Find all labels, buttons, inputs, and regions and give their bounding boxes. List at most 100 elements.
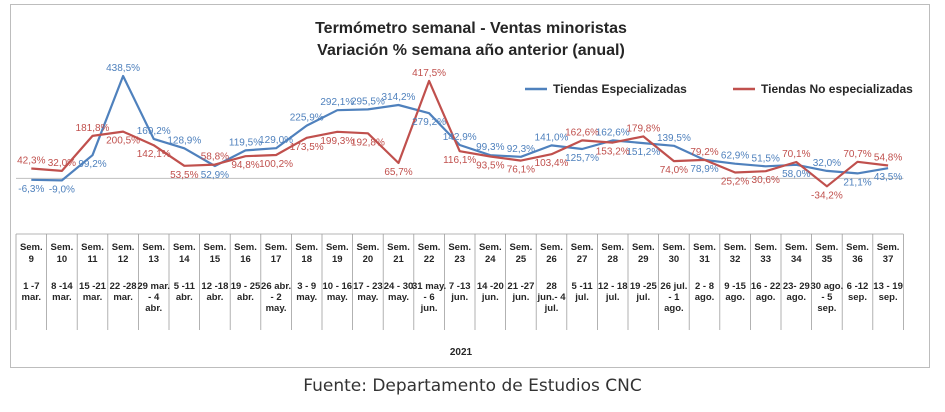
data-label-s2-15: 116,1%: [443, 155, 476, 166]
category-week-9: Sem. 17: [265, 242, 288, 265]
category-week-1: Sem. 9: [20, 242, 43, 265]
category-week-15: Sem. 23: [448, 242, 471, 265]
data-label-s1-10: 225,9%: [290, 113, 324, 124]
category-range-19: 5 -11 jul.: [572, 281, 594, 303]
category-week-8: Sem. 16: [234, 242, 257, 265]
category-range-17: 21 -27 jun.: [507, 281, 534, 303]
category-range-24: 9 -15 ago.: [724, 281, 746, 303]
category-week-28: Sem. 36: [846, 242, 869, 265]
data-label-s1-26: 58,0%: [782, 169, 810, 180]
category-week-24: Sem. 32: [724, 242, 747, 265]
category-week-22: Sem. 30: [663, 242, 686, 265]
data-label-s1-17: 92,3%: [507, 144, 535, 155]
category-range-21: 19 -25 jul.: [630, 281, 658, 303]
data-label-s1-18: 141,0%: [535, 132, 569, 143]
source-note: Fuente: Departamento de Estudios CNC: [303, 376, 642, 396]
category-week-3: Sem. 11: [81, 242, 104, 265]
data-label-s2-24: 25,2%: [721, 176, 749, 187]
data-label-s2-6: 53,5%: [170, 170, 198, 181]
data-label-s2-12: 192,8%: [351, 137, 385, 148]
data-label-s1-20: 162,6%: [596, 127, 630, 138]
category-range-7: 12 -18 abr.: [201, 281, 228, 303]
category-range-15: 7 -13 jun.: [449, 281, 471, 303]
category-week-27: Sem. 35: [816, 242, 839, 265]
category-week-21: Sem. 29: [632, 242, 655, 265]
data-label-s1-22: 139,5%: [657, 133, 691, 144]
data-label-s1-29: 43,5%: [874, 172, 902, 183]
category-week-16: Sem. 24: [479, 242, 502, 265]
data-label-s2-10: 173,5%: [290, 142, 324, 153]
category-week-29: Sem. 37: [877, 242, 900, 265]
data-label-s1-4: 438,5%: [106, 63, 140, 74]
data-label-s2-26: 70,1%: [782, 149, 810, 160]
data-label-s1-15: 142,9%: [443, 132, 477, 143]
data-label-s2-14: 417,5%: [412, 68, 446, 79]
category-range-28: 6 -12 sep.: [847, 281, 869, 303]
category-range-12: 17 - 23 may.: [353, 281, 383, 303]
series-line-2: [31, 79, 889, 188]
data-label-s1-12: 295,5%: [351, 96, 385, 107]
category-week-25: Sem. 33: [754, 242, 777, 265]
category-week-5: Sem. 13: [142, 242, 165, 265]
data-label-s1-21: 151,2%: [626, 147, 660, 158]
category-week-18: Sem. 26: [540, 242, 563, 265]
data-label-s2-9: 100,2%: [259, 159, 293, 170]
chart-title: Termómetro semanal - Ventas minoristas: [315, 20, 627, 37]
category-week-2: Sem. 10: [51, 242, 74, 265]
category-week-23: Sem. 31: [693, 242, 716, 265]
category-range-8: 19 - 25 abr.: [231, 281, 261, 303]
data-label-s2-7: 58,8%: [201, 152, 229, 163]
data-label-s2-19: 162,6%: [565, 127, 599, 138]
category-week-17: Sem. 25: [510, 242, 533, 265]
data-label-s2-20: 153,2%: [596, 147, 630, 158]
data-label-s1-5: 169,2%: [137, 126, 171, 137]
category-range-2: 8 -14 mar.: [51, 281, 73, 303]
data-label-s2-1: 42,3%: [17, 155, 45, 166]
data-labels: -6,3%42,3%-9,0%32,0% 99,2%181,8%438,5%200…: [17, 63, 902, 201]
category-week-19: Sem. 27: [571, 242, 594, 265]
category-range-22: 26 jul. - 1 ago.: [660, 281, 687, 314]
category-week-6: Sem. 14: [173, 242, 196, 265]
data-label-s1-24: 62,9%: [721, 151, 749, 162]
data-label-s2-11: 199,3%: [320, 136, 354, 147]
series-line-1: [31, 74, 889, 182]
category-range-1: 1 -7 mar.: [22, 281, 42, 303]
data-label-s2-16: 93,5%: [476, 161, 504, 172]
line-chart: Termómetro semanal - Ventas minoristas V…: [15, 20, 913, 358]
category-range-25: 16 - 22 ago.: [751, 281, 781, 303]
category-range-29: 13 - 19 sep.: [873, 281, 903, 303]
data-label-s2-5: 142,1%: [137, 149, 171, 160]
category-range-27: 30 ago. - 5 sep.: [811, 281, 844, 314]
series-lines: [31, 74, 889, 188]
chart-frame: Termómetro semanal - Ventas minoristas V…: [10, 4, 930, 368]
data-label-s1-7: 52,9%: [201, 170, 229, 181]
data-label-s1-2: -9,0%: [49, 184, 75, 195]
category-range-6: 5 -11 abr.: [174, 281, 196, 303]
category-week-11: Sem. 19: [326, 242, 349, 265]
category-range-20: 12 - 18 jul.: [598, 281, 628, 303]
data-label-s2-8: 94,8%: [231, 160, 259, 171]
data-label-s1-9: 129,0%: [259, 135, 293, 146]
data-label-s2-23: 79,2%: [690, 147, 718, 158]
data-label-s1-13: 314,2%: [382, 92, 416, 103]
category-week-10: Sem. 18: [295, 242, 318, 265]
data-label-s2-3: 181,8%: [76, 123, 110, 134]
data-label-s2-17: 76,1%: [507, 165, 535, 176]
category-week-14: Sem. 22: [418, 242, 441, 265]
data-label-s1-27: 32,0%: [813, 158, 841, 169]
year-label: 2021: [450, 347, 473, 358]
legend: Tiendas Especializadas Tiendas No especia…: [525, 82, 913, 96]
category-week-20: Sem. 28: [601, 242, 624, 265]
data-label-s1-1: -6,3%: [18, 184, 44, 195]
category-range-13: 24 - 30 may.: [384, 281, 414, 303]
data-label-s1-28: 21,1%: [843, 177, 871, 188]
data-label-s2-25: 30,6%: [752, 175, 780, 186]
category-table: Sem. 9 1 -7 mar. Sem. 10 8 -14 mar. Sem. 11 15 -21…: [15, 233, 904, 330]
category-range-11: 10 - 16 may.: [323, 281, 353, 303]
data-label-s1-6: 128,9%: [167, 135, 201, 146]
category-week-26: Sem. 34: [785, 242, 808, 265]
category-range-16: 14 -20 jun.: [477, 281, 504, 303]
category-week-13: Sem. 21: [387, 242, 410, 265]
category-week-4: Sem. 12: [112, 242, 135, 265]
data-label-s1-14: 279,2%: [412, 117, 446, 128]
